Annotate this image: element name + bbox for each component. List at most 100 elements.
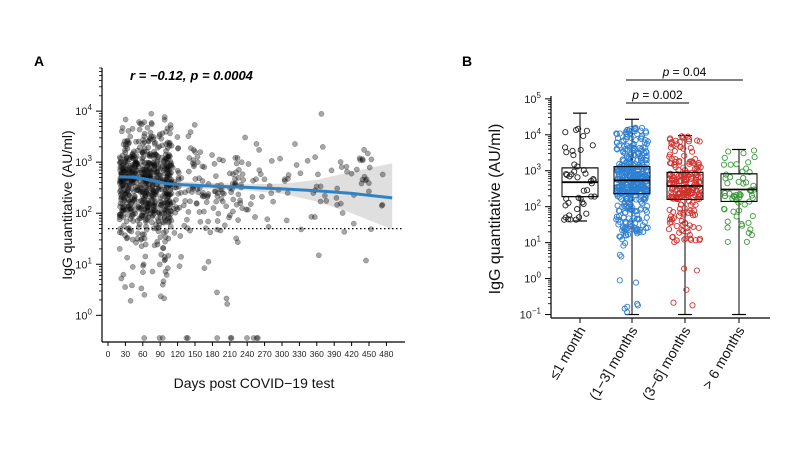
data-point xyxy=(235,217,241,223)
box-outline xyxy=(720,173,758,202)
data-point xyxy=(643,157,650,164)
data-point xyxy=(162,163,168,170)
data-point xyxy=(167,223,174,230)
data-point xyxy=(163,272,170,278)
data-point xyxy=(205,218,211,225)
data-point xyxy=(633,208,640,215)
data-point xyxy=(627,223,634,230)
data-point xyxy=(588,180,595,187)
data-point xyxy=(672,137,679,144)
data-point xyxy=(160,278,167,285)
data-point xyxy=(259,193,265,200)
data-point xyxy=(201,265,208,272)
data-point xyxy=(214,335,221,341)
data-point xyxy=(152,151,159,158)
data-point xyxy=(156,211,163,217)
data-point xyxy=(171,230,178,236)
data-point xyxy=(125,140,132,147)
data-point xyxy=(236,166,242,173)
x-tick-label: 60 xyxy=(138,349,148,359)
data-point xyxy=(154,168,160,175)
data-point xyxy=(161,219,167,226)
data-point xyxy=(176,263,183,269)
data-point xyxy=(144,159,150,166)
data-point xyxy=(669,173,676,180)
data-point xyxy=(166,200,172,207)
data-point xyxy=(127,206,134,212)
data-point xyxy=(219,198,226,205)
p-value-label: p = 0.04 xyxy=(662,65,707,79)
data-point xyxy=(635,150,642,157)
data-point xyxy=(167,130,173,137)
data-point xyxy=(685,138,692,145)
data-point xyxy=(743,238,750,245)
data-point xyxy=(230,208,236,215)
data-point xyxy=(584,187,591,194)
data-point xyxy=(141,119,148,125)
data-point xyxy=(614,139,621,146)
data-point xyxy=(670,215,677,222)
data-point xyxy=(689,212,697,219)
x-tick-label: 420 xyxy=(345,349,359,359)
box-outline xyxy=(666,171,704,200)
data-point xyxy=(616,277,623,284)
data-point xyxy=(196,209,203,215)
x-tick-label: 300 xyxy=(275,349,289,359)
correlation-annotation: r = −0.12, p = 0.0004 xyxy=(130,68,254,83)
data-point xyxy=(117,159,123,166)
data-point xyxy=(730,208,737,215)
data-point xyxy=(138,285,145,292)
data-point xyxy=(642,148,649,155)
data-point xyxy=(253,141,260,147)
data-point xyxy=(250,177,256,184)
data-point xyxy=(158,251,165,258)
data-point xyxy=(665,226,673,233)
data-point xyxy=(750,182,757,189)
data-point xyxy=(159,219,166,225)
data-point xyxy=(194,153,201,160)
data-point xyxy=(571,161,578,168)
y-ticks-b: 10−1 100 101 102 103 104 105 xyxy=(520,91,551,322)
data-point xyxy=(140,196,147,202)
scatter-points xyxy=(116,110,386,341)
data-point xyxy=(736,190,743,197)
data-point xyxy=(696,138,703,145)
data-point xyxy=(123,166,130,173)
x-category-label: (1−3] months xyxy=(586,324,641,403)
data-point xyxy=(155,164,162,170)
data-point xyxy=(216,156,223,163)
data-point xyxy=(735,178,742,185)
data-point xyxy=(574,206,581,213)
data-point xyxy=(577,146,584,153)
data-point xyxy=(613,213,620,220)
data-point xyxy=(148,121,155,127)
data-point xyxy=(256,147,262,153)
data-point xyxy=(285,175,291,182)
data-point xyxy=(563,149,570,156)
data-point xyxy=(666,216,673,223)
y-tick-label: 101 xyxy=(524,235,541,250)
data-point xyxy=(191,163,197,170)
data-point xyxy=(690,160,697,167)
data-point xyxy=(627,172,634,179)
data-point xyxy=(693,174,700,181)
data-point xyxy=(575,125,582,132)
data-point xyxy=(138,167,145,174)
data-point xyxy=(159,200,165,207)
data-point xyxy=(683,170,690,177)
data-point xyxy=(636,229,643,236)
data-point xyxy=(350,220,357,227)
data-point xyxy=(315,171,321,178)
data-point xyxy=(135,163,141,170)
data-point xyxy=(119,162,125,169)
data-point xyxy=(618,196,625,203)
data-point xyxy=(129,125,136,132)
y-tick-label: 101 xyxy=(75,256,92,271)
data-point xyxy=(191,122,198,128)
data-point xyxy=(322,192,328,199)
data-point xyxy=(642,167,650,174)
data-point xyxy=(583,127,590,134)
data-point xyxy=(178,189,184,196)
data-point xyxy=(317,183,324,190)
data-point xyxy=(142,253,149,260)
